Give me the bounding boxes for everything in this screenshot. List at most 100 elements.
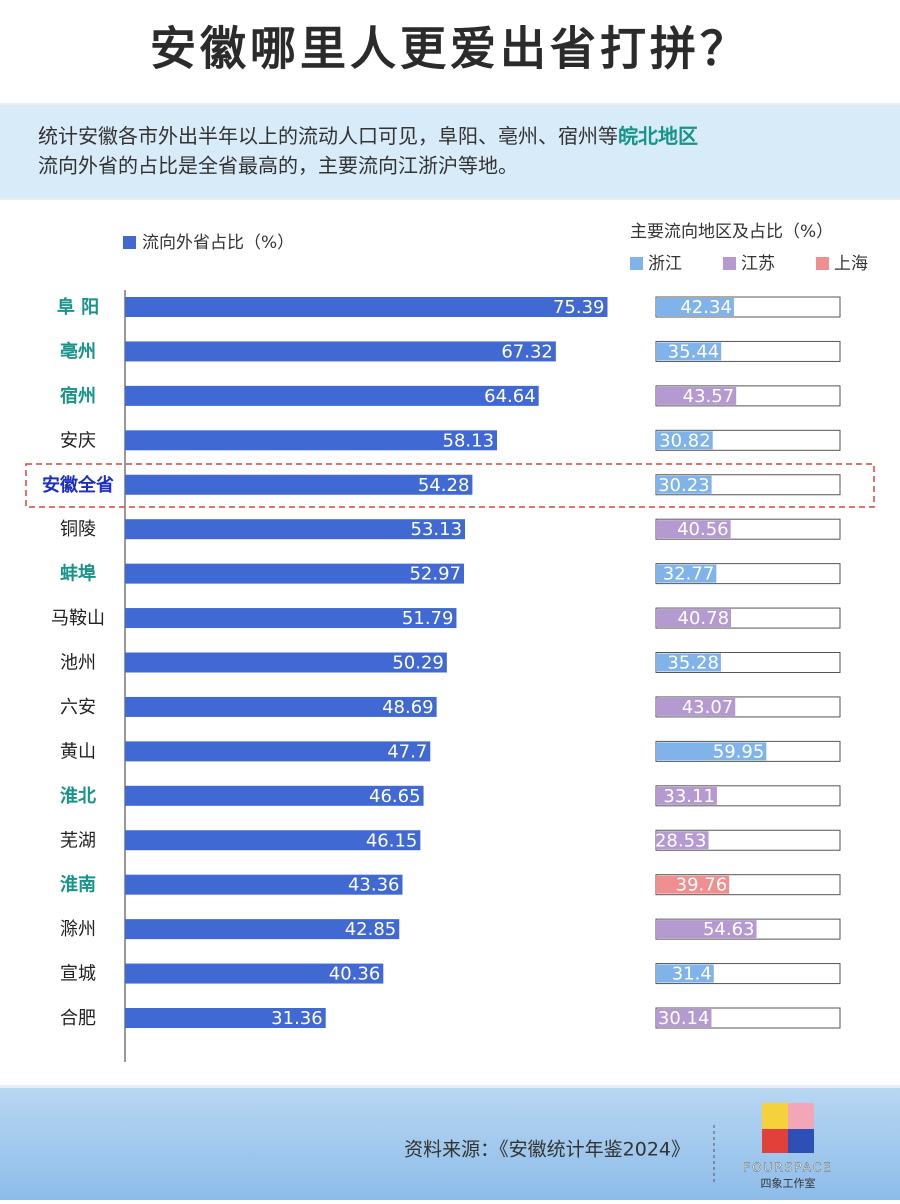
bar: [125, 341, 556, 362]
value-label: 67.32: [501, 341, 553, 362]
share-label: 40.56: [677, 519, 729, 540]
logo-piece: [788, 1129, 814, 1153]
share-label: 35.28: [667, 653, 719, 674]
category-label: 宿州: [60, 385, 96, 407]
header-band: [0, 0, 900, 103]
legend-swatch: [123, 236, 136, 249]
share-label: 39.76: [676, 875, 728, 896]
bar: [125, 652, 447, 673]
category-label: 亳州: [60, 340, 96, 362]
value-label: 54.28: [418, 475, 470, 496]
share-bar: [656, 920, 757, 939]
bar: [125, 963, 384, 984]
share-label: 54.63: [703, 919, 755, 940]
share-label: 30.14: [658, 1008, 710, 1029]
share-bar: [656, 564, 717, 583]
bar: [125, 696, 437, 717]
value-label: 31.36: [271, 1008, 323, 1029]
value-label: 42.85: [345, 919, 397, 940]
bar: [125, 297, 608, 317]
bar: [125, 830, 421, 851]
subtitle-highlight: 皖北地区: [618, 124, 698, 148]
brand: FOURSPACE: [743, 1161, 833, 1175]
subtitle-part: 统计安徽各市外出半年以上的流动人口可见，阜阳、亳州、宿州等: [38, 124, 618, 148]
subtitle-band: [0, 105, 900, 198]
share-bar: [656, 342, 722, 361]
value-label: 48.69: [382, 697, 434, 718]
value-label: 50.29: [392, 653, 444, 674]
logo-piece: [762, 1129, 788, 1153]
value-label: 47.7: [387, 741, 427, 762]
subtitle-part: 流向外省的占比是全省最高的，主要流向江浙沪等地。: [38, 154, 518, 178]
bar: [125, 430, 498, 451]
legend-swatch: [816, 257, 829, 270]
subtitle: 统计安徽各市外出半年以上的流动人口可见，阜阳、亳州、宿州等皖北地区: [38, 124, 698, 148]
footer-band: [0, 1088, 900, 1200]
category-label: 淮南: [60, 874, 96, 896]
share-label: 40.78: [678, 608, 730, 629]
page-title: 安徽哪里人更爱出省打拼？: [150, 22, 750, 76]
share-bar: [656, 431, 713, 450]
value-label: 58.13: [443, 430, 495, 451]
value-label: 75.39: [553, 297, 605, 318]
share-bar: [656, 520, 731, 539]
legend-label: 上海: [834, 254, 868, 274]
category-label: 池州: [60, 653, 96, 674]
share-label: 59.95: [713, 741, 765, 762]
bar: [125, 1008, 326, 1028]
share-bar: [656, 475, 712, 494]
bar: [125, 519, 466, 540]
share-label: 30.23: [658, 475, 710, 496]
value-label: 52.97: [409, 564, 461, 585]
value-label: 43.36: [348, 875, 400, 896]
legend-label: 浙江: [648, 254, 682, 274]
legend-swatch: [723, 257, 736, 270]
value-label: 46.15: [366, 830, 418, 851]
share-label: 43.57: [683, 386, 735, 407]
category-label: 蚌埠: [60, 563, 96, 585]
category-label: 六安: [60, 697, 96, 718]
share-label: 33.11: [663, 786, 715, 807]
legend-label: 流向外省占比（%）: [142, 233, 294, 253]
share-label: 42.34: [680, 297, 732, 318]
value-label: 53.13: [411, 519, 463, 540]
category-label: 滁州: [60, 919, 96, 940]
bar: [125, 785, 424, 806]
bar: [125, 874, 403, 895]
value-label: 46.65: [369, 786, 421, 807]
share-bar: [656, 697, 736, 716]
bar: [125, 919, 400, 940]
share-label: 43.07: [682, 697, 734, 718]
bar: [125, 474, 473, 495]
category-label: 阜 阳: [57, 296, 99, 318]
category-label: 铜陵: [60, 519, 96, 540]
share-bar: [656, 1009, 712, 1027]
share-bar: [656, 831, 709, 850]
legend-title: 主要流向地区及占比（%）: [630, 222, 833, 242]
category-label: 安徽全省: [42, 474, 114, 496]
value-label: 40.36: [329, 964, 381, 985]
share-label: 30.82: [659, 430, 711, 451]
share-bar: [656, 964, 714, 983]
logo-piece: [762, 1103, 788, 1129]
share-bar: [656, 298, 734, 316]
value-label: 64.64: [484, 386, 536, 407]
brand-cn: 四象工作室: [761, 1176, 816, 1190]
bar: [125, 608, 457, 629]
category-label: 芜湖: [60, 830, 96, 851]
category-label: 马鞍山: [51, 608, 105, 629]
share-label: 28.53: [655, 830, 707, 851]
share-bar: [656, 742, 767, 761]
share-label: 32.77: [663, 564, 715, 585]
bar: [125, 385, 539, 406]
share-bar: [656, 609, 732, 628]
share-bar: [656, 653, 721, 672]
category-label: 安庆: [60, 430, 96, 451]
legend-label: 江苏: [741, 254, 775, 274]
share-label: 35.44: [668, 341, 720, 362]
highlight-box: [25, 463, 875, 508]
logo-piece: [788, 1103, 814, 1129]
share-bar: [656, 386, 737, 405]
legend-swatch: [630, 257, 643, 270]
